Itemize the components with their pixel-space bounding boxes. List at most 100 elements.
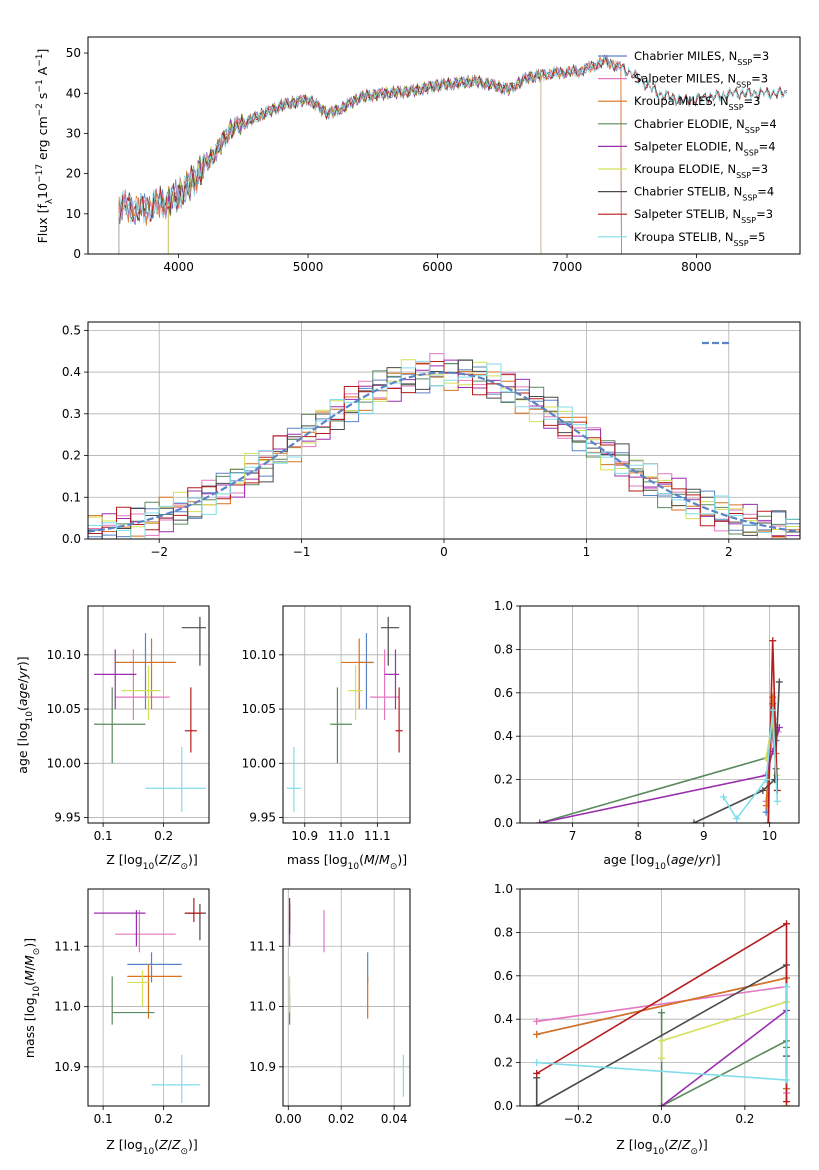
mass-weight-vs-metallicity-panel: −0.2 0.0 0.2 0.0 0.2 0.4 0.6 0.8 1.0 bbox=[494, 882, 800, 1126]
histogram-xtick-label: −2 bbox=[150, 545, 168, 559]
p4-ytick-label: 10.00 bbox=[242, 756, 276, 770]
p5-ytick-label: 0.6 bbox=[494, 686, 513, 700]
p3-errorbar bbox=[181, 616, 206, 666]
p3-errorbar bbox=[94, 649, 137, 710]
mass-weight-vs-age-panel: 7 8 9 10 0.0 0.2 0.4 0.6 0.8 1.0 bbox=[494, 599, 800, 843]
p5-point-marker bbox=[764, 819, 772, 823]
p4-ytick-label: 9.95 bbox=[249, 811, 276, 825]
p3-errorbar bbox=[115, 649, 170, 720]
p8-ytick-label: 1.0 bbox=[494, 882, 513, 896]
mass-vs-ebv-panel: 0.00 0.02 0.04 10.9 11.0 11.1 bbox=[249, 888, 411, 1126]
p8-point-marker bbox=[533, 1059, 541, 1067]
spectrum-xtick-label: 4000 bbox=[163, 260, 194, 274]
p3-ytick-label: 10.05 bbox=[47, 702, 81, 716]
spectrum-xtick-label: 7000 bbox=[552, 260, 583, 274]
p6-xtick-label: 0.2 bbox=[154, 1112, 173, 1126]
legend-label: Salpeter ELODIE, NSSP=4 bbox=[634, 139, 776, 157]
age-vs-mass-panel: 10.9 11.0 11.1 9.95 10.00 10.05 10.10 bbox=[242, 605, 411, 843]
p6-errorbar bbox=[115, 910, 176, 953]
spectrum-ytick-label: 20 bbox=[66, 167, 81, 181]
p3-xtick-label: 0.2 bbox=[154, 829, 173, 843]
p4-xtick-label: 10.9 bbox=[291, 829, 318, 843]
p8-frame bbox=[519, 888, 800, 1107]
p5-xtick-label: 7 bbox=[569, 829, 577, 843]
p5-xtick-label: 9 bbox=[700, 829, 708, 843]
p4-errorbar bbox=[330, 687, 352, 764]
spectrum-series-line bbox=[118, 55, 788, 254]
p8-xtick-label: 0.0 bbox=[652, 1112, 671, 1126]
p6-ytick-label: 10.9 bbox=[54, 1060, 81, 1074]
p7-ytick-label: 11.0 bbox=[249, 1000, 276, 1014]
legend-label: Chabrier ELODIE, NSSP=4 bbox=[634, 117, 777, 135]
p8-ytick-label: 0.4 bbox=[494, 1012, 513, 1026]
p8-point-marker bbox=[783, 983, 791, 991]
p6-errorbar bbox=[94, 910, 146, 947]
p4-xtick-label: 11.1 bbox=[364, 829, 391, 843]
legend-label: Chabrier MILES, NSSP=3 bbox=[634, 49, 769, 67]
spectrum-ytick-label: 30 bbox=[66, 126, 81, 140]
histogram-series-steps bbox=[88, 361, 800, 539]
histogram-ytick-label: 0.0 bbox=[62, 532, 81, 546]
histogram-ytick-label: 0.3 bbox=[62, 407, 81, 421]
spectrum-xtick-label: 5000 bbox=[293, 260, 324, 274]
p8-point-marker bbox=[533, 1102, 541, 1106]
histogram-xtick-label: 1 bbox=[583, 545, 591, 559]
p4-errorbar bbox=[384, 649, 400, 710]
legend-label: Kroupa STELIB, NSSP=5 bbox=[634, 230, 765, 248]
p5-point-marker bbox=[762, 776, 770, 784]
p4-ytick-label: 10.10 bbox=[242, 648, 276, 662]
p4-errorbar bbox=[286, 747, 302, 813]
p7-xtick-label: 0.04 bbox=[381, 1112, 408, 1126]
spectrum-ytick-label: 40 bbox=[66, 86, 81, 100]
p6-errorbar bbox=[111, 976, 155, 1025]
p4-errorbar bbox=[370, 649, 400, 720]
histogram-xtick-label: 2 bbox=[725, 545, 733, 559]
p6-ytick-label: 11.0 bbox=[54, 1000, 81, 1014]
p3-frame bbox=[87, 605, 210, 824]
p7-xtick-label: 0.00 bbox=[275, 1112, 302, 1126]
legend-label: Chabrier STELIB, NSSP=4 bbox=[634, 185, 774, 203]
histogram-ytick-label: 0.1 bbox=[62, 490, 81, 504]
p5-ytick-label: 1.0 bbox=[494, 599, 513, 613]
p3-ytick-label: 9.95 bbox=[54, 811, 81, 825]
legend-label: Salpeter MILES, NSSP=3 bbox=[634, 72, 768, 90]
p3-errorbar bbox=[115, 638, 176, 710]
p7-ytick-label: 11.1 bbox=[249, 939, 276, 953]
age-vs-metallicity-panel: 0.1 0.2 9.95 10.00 10.05 10.10 bbox=[47, 605, 210, 843]
p8-ytick-label: 0.2 bbox=[494, 1056, 513, 1070]
p5-point-marker bbox=[690, 819, 698, 823]
p8-point-marker bbox=[533, 1030, 541, 1038]
p8-point-marker bbox=[533, 1017, 541, 1025]
p4-errorbar bbox=[348, 665, 363, 720]
p5-point-marker bbox=[733, 815, 741, 823]
p5-ytick-label: 0.8 bbox=[494, 642, 513, 656]
p8-ytick-label: 0.8 bbox=[494, 925, 513, 939]
p8-ytick-label: 0.0 bbox=[494, 1099, 513, 1113]
histogram-ytick-label: 0.4 bbox=[62, 365, 81, 379]
p8-ytick-label: 0.6 bbox=[494, 969, 513, 983]
normal-reference-curve bbox=[88, 371, 800, 533]
p6-errorbar bbox=[151, 1054, 200, 1103]
spectrum-frame bbox=[87, 36, 801, 255]
p4-frame bbox=[282, 605, 411, 824]
p3-ytick-label: 10.10 bbox=[47, 648, 81, 662]
p3-ytick-label: 10.00 bbox=[47, 756, 81, 770]
p6-errorbar bbox=[184, 898, 203, 923]
spectrum-xtick-label: 8000 bbox=[681, 260, 712, 274]
p8-point-marker bbox=[783, 1076, 791, 1084]
p5-ytick-label: 0.4 bbox=[494, 729, 513, 743]
p5-point-marker bbox=[536, 819, 544, 823]
p7-xtick-label: 0.02 bbox=[328, 1112, 355, 1126]
p8-point-marker bbox=[533, 1069, 541, 1077]
p3-errorbar bbox=[184, 687, 197, 753]
p7-frame bbox=[282, 888, 411, 1107]
p6-errorbar bbox=[127, 952, 182, 983]
spectrum-ytick-label: 0 bbox=[73, 247, 81, 261]
p5-xtick-label: 10 bbox=[762, 829, 777, 843]
spectrum-legend: Chabrier MILES, NSSP=3 Salpeter MILES, NS… bbox=[598, 49, 777, 247]
p6-xtick-label: 0.1 bbox=[94, 1112, 113, 1126]
residual-histogram-panel: −2 −1 0 1 2 0.0 0.1 0.2 0.3 0.4 0.5 bbox=[62, 321, 801, 559]
p4-xtick-label: 11.0 bbox=[328, 829, 355, 843]
p3-xtick-label: 0.1 bbox=[94, 829, 113, 843]
